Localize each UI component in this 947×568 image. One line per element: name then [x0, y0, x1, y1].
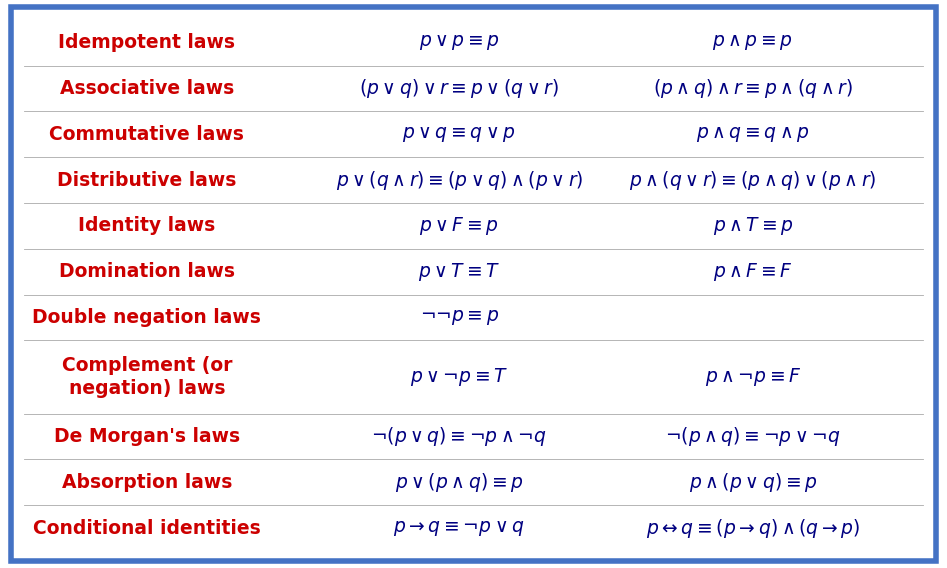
Text: $p \vee (q \wedge r) \equiv (p \vee q) \wedge (p \vee r)$: $p \vee (q \wedge r) \equiv (p \vee q) \…: [335, 169, 583, 191]
Text: $p \wedge F \equiv F$: $p \wedge F \equiv F$: [713, 261, 793, 283]
Text: Commutative laws: Commutative laws: [49, 125, 244, 144]
Text: Idempotent laws: Idempotent laws: [59, 34, 235, 52]
Text: $(p \wedge q) \wedge r \equiv p \wedge (q \wedge r)$: $(p \wedge q) \wedge r \equiv p \wedge (…: [653, 77, 852, 100]
Text: Absorption laws: Absorption laws: [62, 473, 232, 492]
Text: $p \vee F \equiv p$: $p \vee F \equiv p$: [420, 215, 499, 237]
Text: $p \wedge (p \vee q) \equiv p$: $p \wedge (p \vee q) \equiv p$: [688, 471, 817, 494]
Text: De Morgan's laws: De Morgan's laws: [54, 427, 240, 446]
Text: Double negation laws: Double negation laws: [32, 308, 261, 327]
Text: Distributive laws: Distributive laws: [57, 170, 237, 190]
Text: $p \vee \neg p \equiv T$: $p \vee \neg p \equiv T$: [410, 366, 509, 388]
Text: $p \wedge (q \vee r) \equiv (p \wedge q) \vee (p \wedge r)$: $p \wedge (q \vee r) \equiv (p \wedge q)…: [629, 169, 877, 191]
Text: Conditional identities: Conditional identities: [33, 519, 260, 537]
Text: Associative laws: Associative laws: [60, 79, 234, 98]
Text: Domination laws: Domination laws: [59, 262, 235, 281]
Text: $p \wedge \neg p \equiv F$: $p \wedge \neg p \equiv F$: [705, 366, 801, 388]
Text: $\neg(p \wedge q) \equiv \neg p \vee \neg q$: $\neg(p \wedge q) \equiv \neg p \vee \ne…: [665, 425, 841, 448]
Text: $p \wedge p \equiv p$: $p \wedge p \equiv p$: [712, 34, 794, 52]
Text: $p \vee T \equiv T$: $p \vee T \equiv T$: [419, 261, 500, 283]
Text: $p \wedge q \equiv q \wedge p$: $p \wedge q \equiv q \wedge p$: [696, 125, 810, 144]
Text: Identity laws: Identity laws: [79, 216, 215, 235]
Text: Complement (or
negation) laws: Complement (or negation) laws: [62, 356, 232, 398]
Text: $p \vee p \equiv p$: $p \vee p \equiv p$: [419, 34, 500, 52]
Text: $\neg\neg p \equiv p$: $\neg\neg p \equiv p$: [420, 308, 499, 327]
Text: $(p \vee q) \vee r \equiv p \vee (q \vee r)$: $(p \vee q) \vee r \equiv p \vee (q \vee…: [360, 77, 559, 100]
Text: $\neg(p \vee q) \equiv \neg p \wedge \neg q$: $\neg(p \vee q) \equiv \neg p \wedge \ne…: [371, 425, 547, 448]
Text: $p \rightarrow q \equiv \neg p \vee q$: $p \rightarrow q \equiv \neg p \vee q$: [393, 519, 526, 537]
Text: $p \leftrightarrow q \equiv (p \rightarrow q) \wedge (q \rightarrow p)$: $p \leftrightarrow q \equiv (p \rightarr…: [646, 516, 860, 540]
Text: $p \wedge T \equiv p$: $p \wedge T \equiv p$: [712, 215, 794, 237]
Text: $p \vee (p \wedge q) \equiv p$: $p \vee (p \wedge q) \equiv p$: [395, 471, 524, 494]
Text: $p \vee q \equiv q \vee p$: $p \vee q \equiv q \vee p$: [402, 125, 516, 144]
